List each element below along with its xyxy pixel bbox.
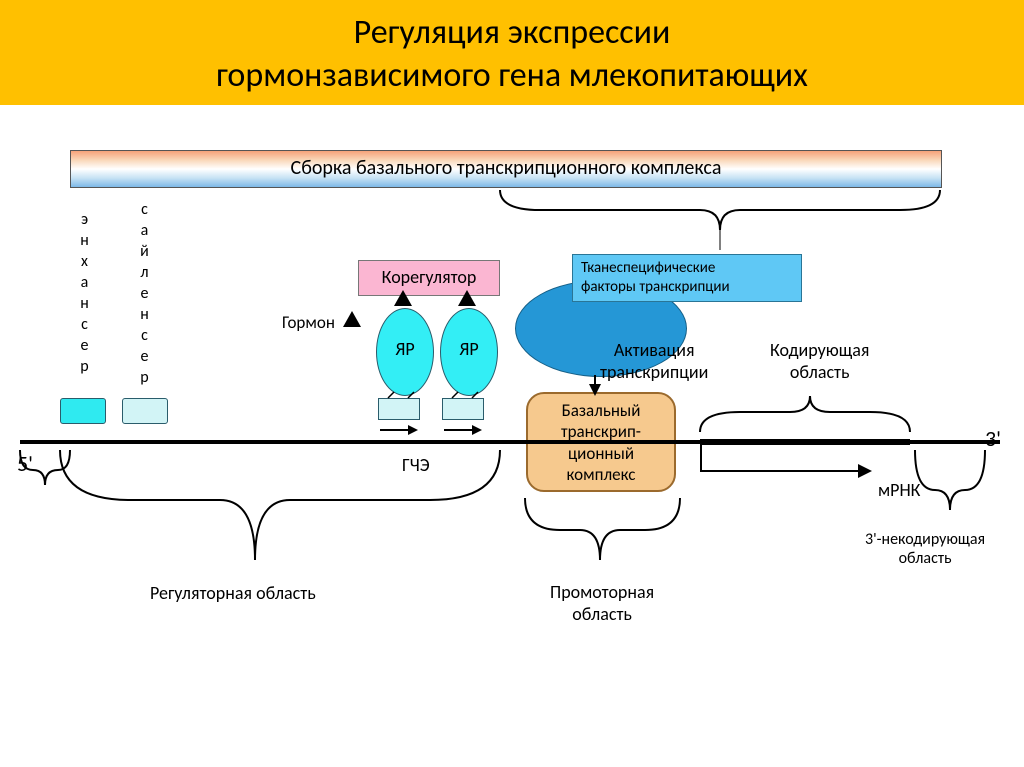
nuclear-receptor-2: ЯР	[440, 308, 498, 396]
basal-l3: ционный	[568, 443, 634, 464]
act-l2: транскрипции	[600, 361, 708, 383]
assembly-text: Сборка базального транскрипционного комп…	[291, 156, 722, 180]
hre-box-2	[442, 398, 484, 420]
title-line2: гормонзависимого гена млекопитающих	[216, 55, 808, 96]
prom-l2: область	[572, 603, 632, 625]
promoter-region-label: Промоторная область	[550, 582, 654, 625]
basal-l1: Базальный	[562, 400, 641, 421]
regulatory-region-label: Регуляторная область	[150, 582, 316, 604]
gce-label: ГЧЭ	[402, 454, 430, 476]
coregulator-box: Корегулятор	[358, 260, 500, 296]
mrna-vert	[700, 443, 702, 472]
nuclear-receptor-1: ЯР	[376, 308, 434, 396]
nc3-l2: область	[899, 549, 952, 568]
nc3-l1: 3'-некодирующая	[865, 530, 985, 549]
coding-l2: область	[790, 361, 850, 383]
hormone-triangle-icon	[394, 290, 412, 306]
assembly-box: Сборка базального транскрипционного комп…	[70, 150, 942, 188]
hormone-triangle-icon	[343, 311, 361, 327]
silencer-box	[122, 398, 168, 424]
mrna-label: мРНК	[878, 479, 920, 501]
tissue-l1: Тканеспецифические	[581, 259, 715, 277]
enhancer-box	[60, 398, 106, 424]
three-prime: 3'	[985, 425, 1001, 452]
title-line1: Регуляция экспрессии	[354, 12, 671, 53]
dna-line	[20, 440, 1000, 444]
five-prime: 5'	[17, 450, 33, 477]
silencer-label: сайленсер	[135, 200, 154, 389]
prom-l1: Промоторная	[550, 581, 654, 603]
mrna-arrow-icon	[700, 470, 870, 472]
coding-l1: Кодирующая	[770, 339, 869, 361]
hormone-triangle-icon	[458, 290, 476, 306]
np-text: ЯР	[395, 338, 414, 360]
np-text: ЯР	[459, 338, 478, 360]
hre-box-1	[378, 398, 420, 420]
hormone-label: Гормон	[282, 312, 335, 333]
coregulator-text: Корегулятор	[382, 266, 477, 288]
coding-region-label: Кодирующая область	[770, 340, 869, 383]
title-header: Регуляция экспрессии гормонзависимого ге…	[0, 0, 1024, 105]
activation-label: Активация транскрипции	[600, 340, 708, 383]
tissue-factors-box: Тканеспецифические факторы транскрипции	[572, 254, 802, 302]
tissue-l2: факторы транскрипции	[581, 278, 730, 296]
noncoding-3-label: 3'-некодирующая область	[865, 530, 985, 568]
basal-l4: комплекс	[567, 464, 636, 485]
act-l1: Активация	[614, 339, 695, 361]
enhancer-label: энхансер	[75, 210, 94, 378]
